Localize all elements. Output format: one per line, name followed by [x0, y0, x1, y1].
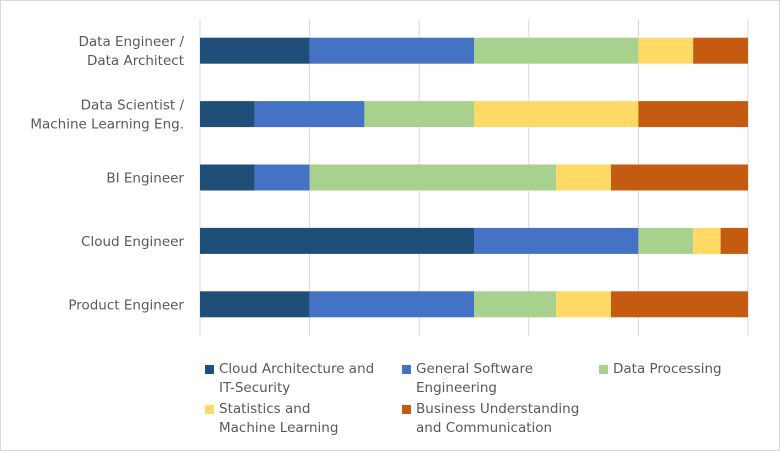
bar-segment — [309, 37, 474, 64]
bar-segment — [611, 291, 748, 318]
legend-swatch — [402, 405, 411, 414]
bar-segment — [556, 164, 611, 191]
bar-segment — [200, 101, 255, 128]
bar-segment — [200, 291, 310, 318]
legend-label: Cloud Architecture and IT-Security — [219, 361, 374, 396]
category-label: Cloud Engineer — [81, 234, 184, 250]
bar-segment — [638, 37, 694, 64]
category-label: Data Engineer / Data Architect — [79, 34, 185, 69]
bar-segment — [200, 164, 255, 191]
bar-segment — [254, 164, 310, 191]
bar-segment — [309, 164, 557, 191]
category-label: Product Engineer — [68, 297, 184, 313]
legend-label: General Software Engineering — [416, 361, 533, 396]
category-label: BI Engineer — [106, 171, 184, 187]
legend-swatch — [205, 365, 214, 374]
bar-segment — [364, 101, 474, 128]
legend-swatch — [402, 365, 411, 374]
bar-segment — [474, 227, 639, 254]
legend-label: Business Understanding and Communication — [416, 401, 579, 436]
bar-segment — [638, 101, 748, 128]
category-label: Data Scientist / Machine Learning Eng. — [30, 98, 184, 133]
bar-segment — [474, 101, 639, 128]
legend-swatch — [205, 405, 214, 414]
bar-segment — [200, 37, 310, 64]
bar-segment — [200, 227, 474, 254]
legend-swatch — [599, 365, 608, 374]
bar-segment — [611, 164, 748, 191]
bar-segment — [693, 37, 748, 64]
bar-segment — [309, 291, 474, 318]
bar-segment — [254, 101, 365, 128]
bar-segment — [474, 37, 639, 64]
legend-label: Data Processing — [613, 361, 722, 377]
bar-segment — [638, 227, 694, 254]
bar-segment — [693, 227, 721, 254]
legend-label: Statistics and Machine Learning — [219, 401, 338, 436]
bar-segment — [720, 227, 748, 254]
bar-segment — [556, 291, 611, 318]
bar-segment — [474, 291, 557, 318]
